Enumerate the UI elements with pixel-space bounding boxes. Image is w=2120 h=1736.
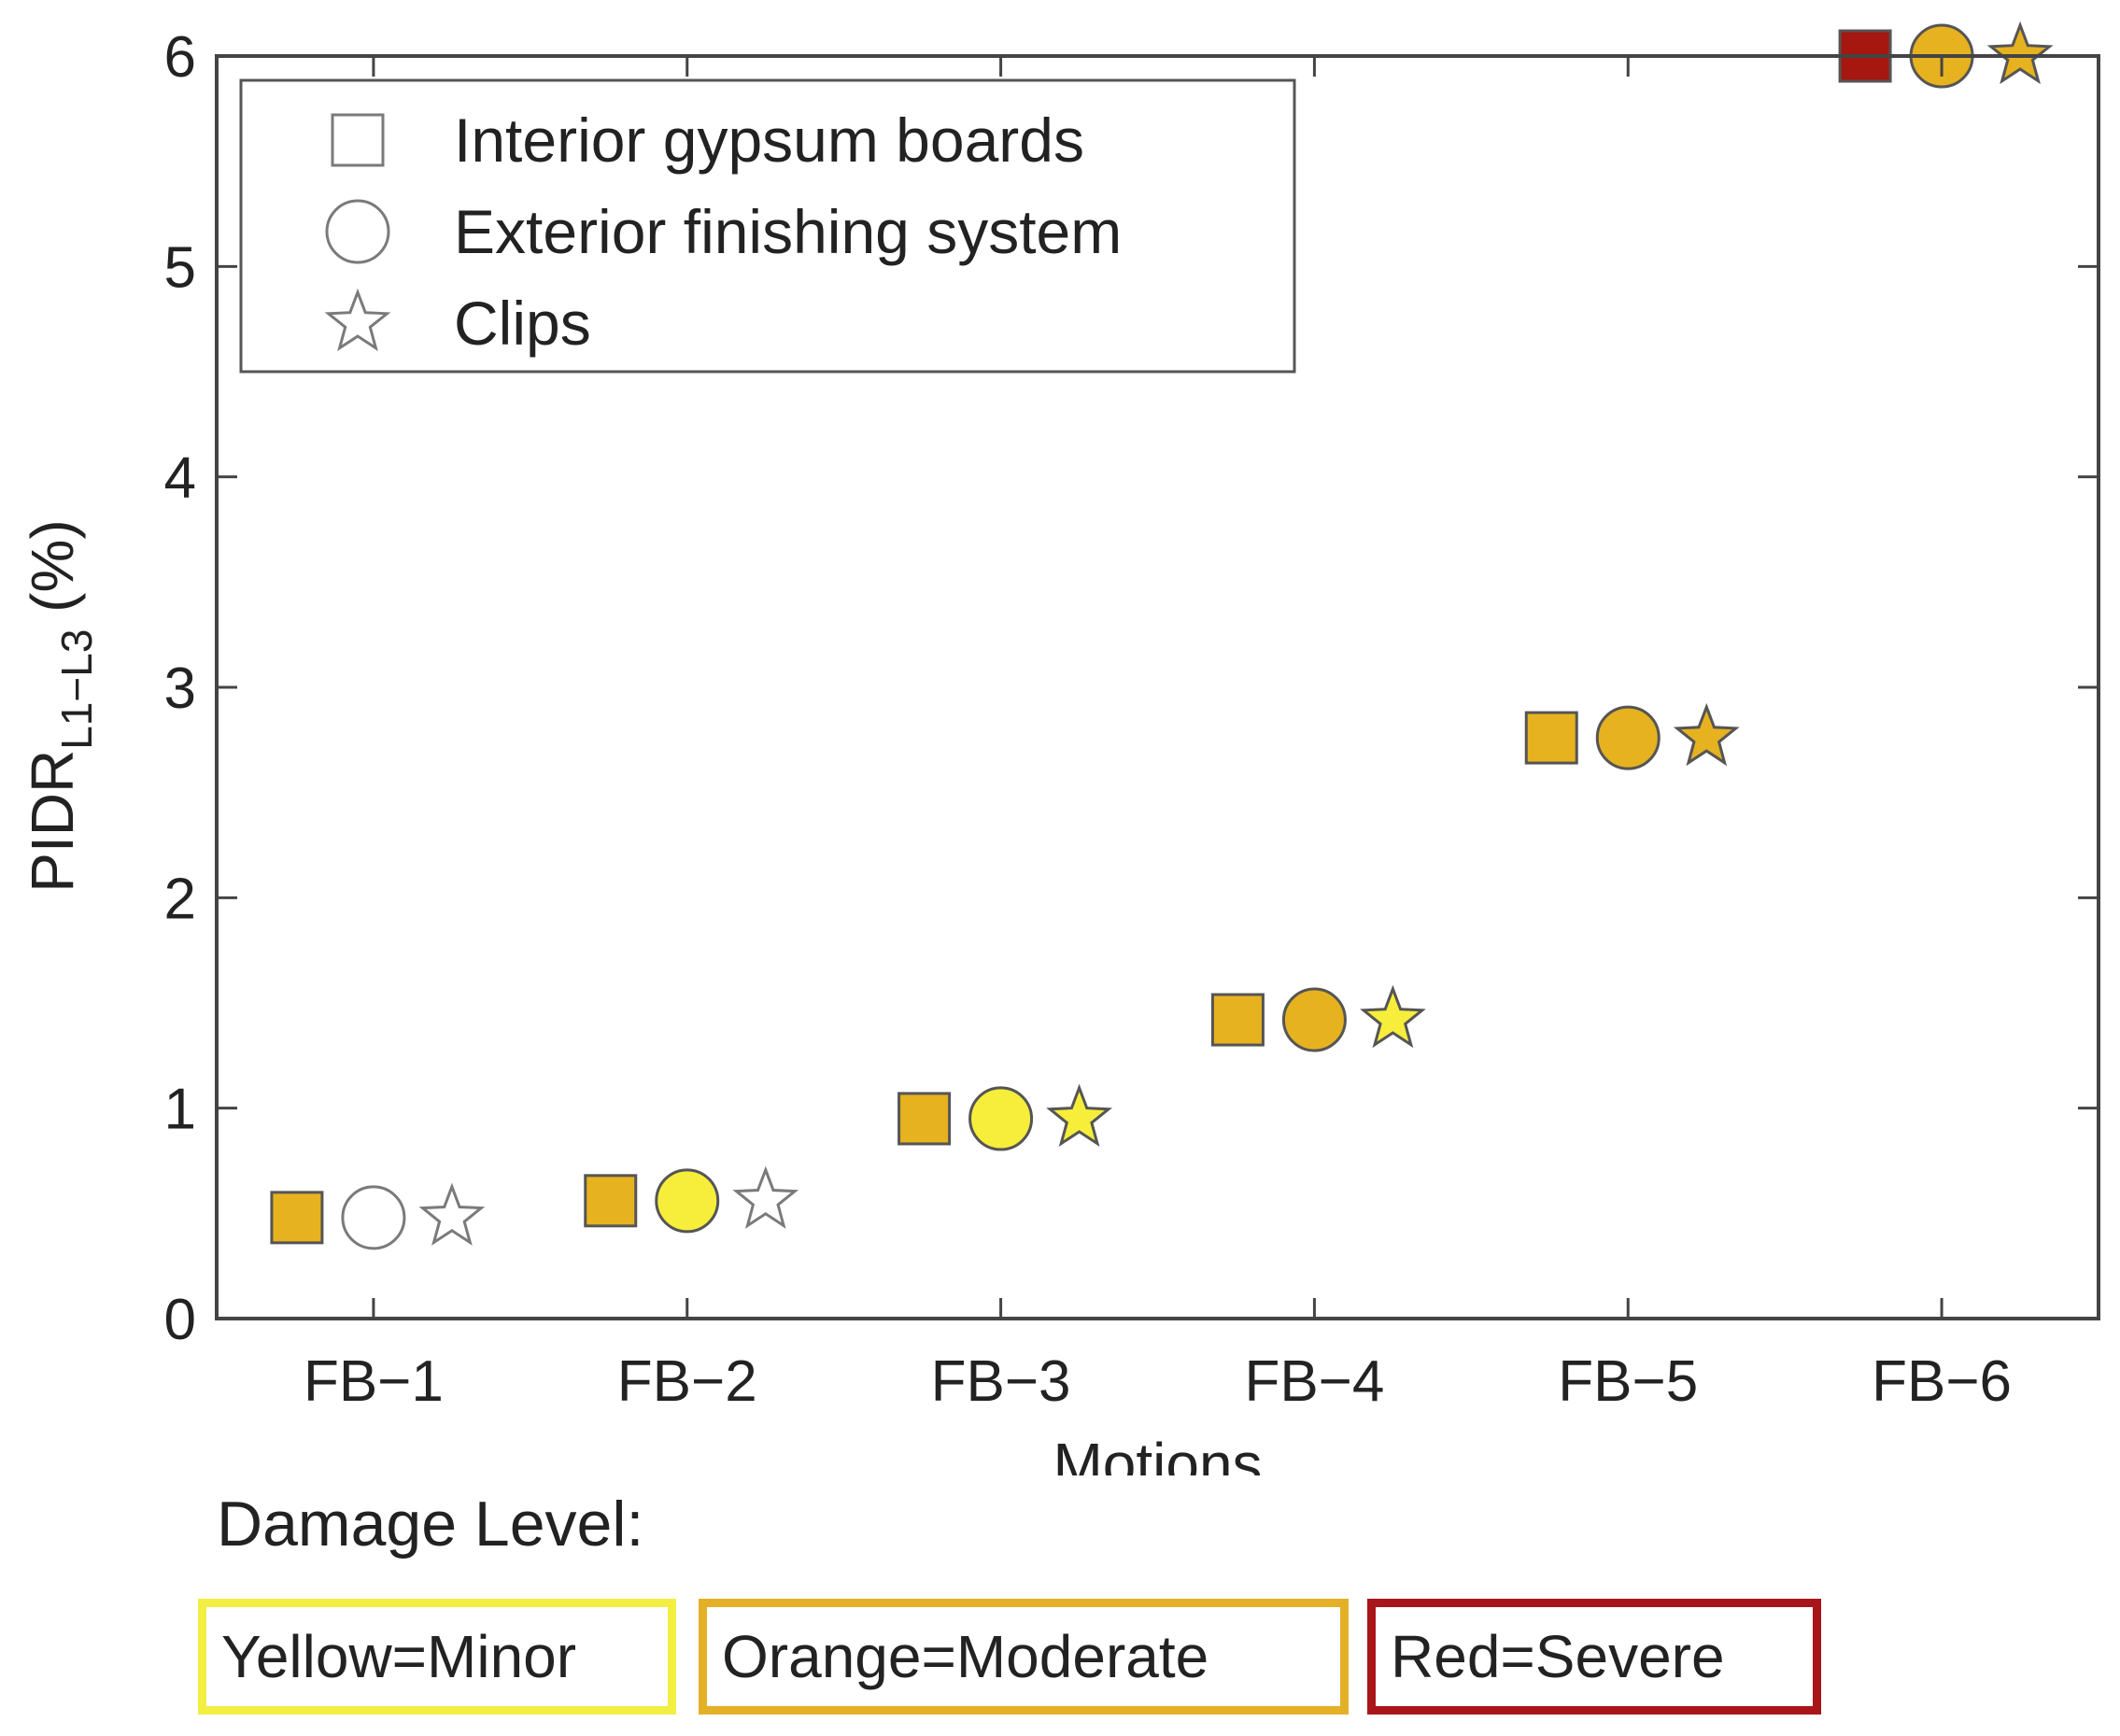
- star-marker-6: [1986, 21, 2054, 85]
- y-tick-label: 0: [164, 1288, 196, 1352]
- star-marker-5: [1673, 702, 1740, 767]
- y-tick-label: 3: [164, 656, 196, 721]
- square-marker-1: [270, 1191, 324, 1245]
- y-tick-label: 5: [164, 235, 196, 300]
- circle-marker-1: [341, 1185, 406, 1250]
- circle-marker-4: [1281, 987, 1347, 1052]
- damage-level-severe: Red=Severe: [1367, 1599, 1821, 1715]
- legend-circle-icon: [325, 199, 390, 264]
- square-marker-5: [1524, 711, 1578, 765]
- y-tick-label: 4: [164, 446, 196, 511]
- legend-label: Clips: [454, 289, 591, 358]
- y-tick-label: 1: [164, 1078, 196, 1142]
- y-tick-label: 2: [164, 867, 196, 931]
- x-tick-label: FB−6: [1872, 1349, 2012, 1414]
- legend-label: Exterior finishing system: [454, 197, 1122, 266]
- x-axis-label: Motions: [1053, 1431, 1262, 1475]
- square-marker-4: [1210, 993, 1265, 1047]
- star-marker-4: [1359, 984, 1426, 1049]
- damage-level-minor: Yellow=Minor: [198, 1599, 676, 1715]
- damage-level-moderate: Orange=Moderate: [699, 1599, 1349, 1715]
- square-marker-2: [584, 1174, 638, 1228]
- damage-level-title: Damage Level:: [217, 1489, 644, 1560]
- circle-marker-2: [655, 1168, 720, 1234]
- legend-star-icon: [324, 288, 391, 352]
- y-axis-label: PIDRL1−L3 (%): [19, 519, 101, 892]
- star-marker-3: [1046, 1083, 1113, 1148]
- x-tick-label: FB−5: [1558, 1349, 1698, 1414]
- series-legend: Interior gypsum boards Exterior finishing…: [239, 78, 1296, 374]
- star-marker-1: [418, 1182, 486, 1246]
- x-tick-label: FB−1: [304, 1349, 444, 1414]
- square-marker-3: [897, 1092, 952, 1146]
- chart: 0 1 2 3 4 5 6 FB−1 FB−2 FB−3 FB−4 FB−5 FB−6 Motions…: [19, 21, 2100, 1475]
- legend-box: [239, 78, 1296, 374]
- x-tick-label: FB−4: [1244, 1349, 1384, 1414]
- star-marker-2: [732, 1165, 799, 1229]
- x-axis-ticks: FB−1 FB−2 FB−3 FB−4 FB−5 FB−6: [304, 56, 2012, 1414]
- data-markers: [270, 21, 2054, 1250]
- legend-label: Interior gypsum boards: [454, 106, 1084, 175]
- legend-square-icon: [331, 113, 385, 167]
- y-axis-ticks: 0 1 2 3 4 5 6: [164, 25, 2099, 1352]
- x-tick-label: FB−3: [931, 1349, 1071, 1414]
- x-tick-label: FB−2: [617, 1349, 757, 1414]
- circle-marker-5: [1595, 705, 1661, 770]
- y-tick-label: 6: [164, 25, 196, 90]
- circle-marker-3: [968, 1086, 1034, 1151]
